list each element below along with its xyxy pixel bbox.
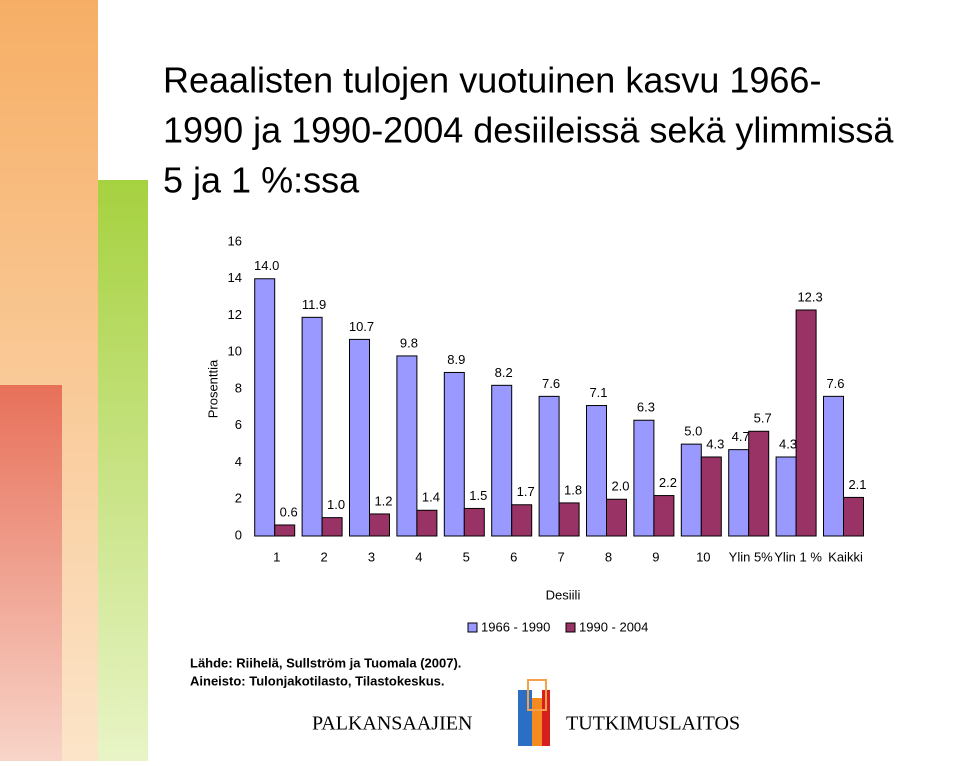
bar: [416, 509, 438, 537]
value-label: 8.2: [495, 365, 513, 380]
source-line: Aineisto: Tulonjakotilasto, Tilastokesku…: [190, 673, 445, 688]
bar: [728, 449, 750, 537]
x-tick-label: Kaikki: [828, 549, 863, 564]
bar: [369, 513, 390, 537]
bar: [558, 502, 580, 537]
bar: [795, 309, 817, 537]
title-line: 5 ja 1 %:ssa: [163, 160, 360, 201]
bar: [254, 278, 276, 537]
x-tick-label: 2: [320, 549, 327, 564]
legend-label: 1990 - 2004: [579, 619, 648, 634]
value-label: 2.0: [611, 479, 629, 494]
decor-stripe: [98, 180, 148, 761]
bar: [775, 456, 797, 537]
title-line: 1990 ja 1990-2004 desiileissä sekä ylimm…: [163, 110, 894, 151]
x-tick-label: 8: [605, 549, 612, 564]
y-tick-label: 6: [235, 417, 242, 432]
bar: [274, 524, 296, 537]
footer-text: TUTKIMUSLAITOS: [566, 713, 740, 735]
bar: [700, 456, 722, 537]
value-label: 8.9: [447, 352, 465, 367]
value-label: 1.8: [564, 482, 582, 497]
bar: [321, 517, 343, 537]
x-tick-label: 4: [415, 549, 422, 564]
y-tick-label: 8: [235, 380, 242, 395]
x-tick-label: 10: [696, 549, 710, 564]
x-tick-label: 7: [557, 549, 564, 564]
value-label: 5.0: [684, 424, 702, 439]
value-label: 5.7: [754, 411, 772, 426]
value-label: 1.0: [327, 497, 345, 512]
bar: [538, 395, 560, 537]
y-tick-label: 0: [235, 527, 242, 542]
value-label: 11.9: [302, 297, 326, 312]
legend-swatch: [467, 622, 478, 633]
legend-label: 1966 - 1990: [481, 619, 550, 634]
value-label: 7.1: [589, 385, 607, 400]
bar: [511, 504, 533, 537]
value-label: 14.0: [254, 258, 279, 273]
value-label: 9.8: [400, 335, 418, 350]
legend-swatch: [565, 622, 576, 633]
bar: [491, 384, 513, 537]
x-tick-label: 6: [510, 549, 517, 564]
value-label: 4.7: [732, 429, 750, 444]
x-tick-label: Ylin 1 %: [774, 549, 822, 564]
value-label: 7.6: [542, 376, 560, 391]
x-tick-label: 3: [368, 549, 375, 564]
y-tick-label: 2: [235, 491, 242, 506]
value-label: 12.3: [797, 289, 822, 304]
bar: [396, 355, 418, 537]
bar: [680, 443, 702, 537]
x-axis-label: Desiili: [546, 587, 581, 602]
bar: [748, 430, 770, 537]
value-label: 1.2: [374, 493, 392, 508]
title-line: Reaalisten tulojen vuotuinen kasvu 1966-: [163, 60, 821, 101]
bar: [586, 405, 607, 537]
value-label: 0.6: [280, 504, 298, 519]
y-tick-label: 10: [228, 344, 242, 359]
value-label: 2.2: [659, 475, 677, 490]
value-label: 4.3: [779, 436, 797, 451]
y-tick-label: 12: [228, 307, 242, 322]
x-tick-label: 1: [273, 549, 280, 564]
y-tick-label: 14: [228, 270, 242, 285]
x-tick-label: 9: [652, 549, 659, 564]
value-label: 1.5: [469, 488, 487, 503]
bar: [606, 498, 627, 537]
bar: [653, 495, 675, 537]
value-label: 2.1: [848, 477, 866, 492]
bar: [443, 371, 465, 537]
y-tick-label: 4: [235, 454, 242, 469]
value-label: 7.6: [826, 376, 844, 391]
bar: [349, 338, 370, 537]
footer-text: PALKANSAAJIEN: [312, 713, 472, 735]
value-label: 10.7: [349, 319, 374, 334]
source-line: Lähde: Riihelä, Sullström ja Tuomala (20…: [190, 655, 461, 670]
bar: [633, 419, 655, 537]
bar: [301, 316, 323, 537]
bar: [823, 395, 844, 537]
y-axis-label: Prosenttia: [205, 359, 220, 418]
value-label: 1.7: [517, 484, 535, 499]
bar: [463, 507, 485, 537]
value-label: 1.4: [422, 490, 440, 505]
value-label: 4.3: [706, 436, 724, 451]
x-tick-label: 5: [463, 549, 470, 564]
bar: [843, 496, 864, 537]
y-tick-label: 16: [228, 233, 242, 248]
value-label: 6.3: [637, 400, 655, 415]
decor-stripe: [0, 385, 62, 761]
x-tick-label: Ylin 5%: [729, 549, 774, 564]
title: Reaalisten tulojen vuotuinen kasvu 1966-…: [163, 60, 894, 201]
logo: [518, 679, 550, 746]
